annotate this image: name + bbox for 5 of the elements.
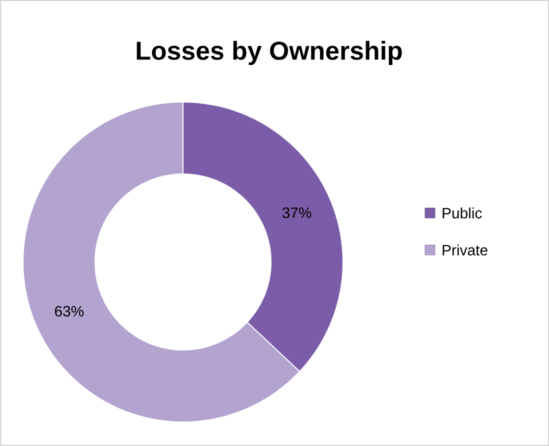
data-label: 37%	[282, 207, 312, 218]
legend-label: Public	[442, 207, 482, 218]
legend-label: Private	[442, 244, 488, 256]
chart-title: Losses by Ownership	[136, 40, 402, 66]
data-label: 63%	[55, 306, 84, 317]
